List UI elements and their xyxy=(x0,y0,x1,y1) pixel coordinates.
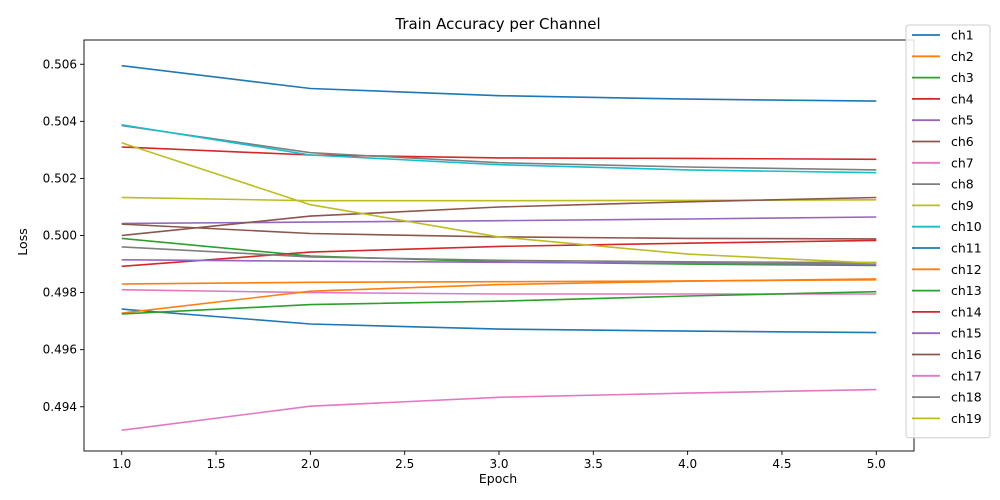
legend-label-ch13: ch13 xyxy=(951,283,982,298)
x-tick-label: 3.0 xyxy=(489,457,508,471)
x-tick-label: 4.5 xyxy=(772,457,791,471)
legend-label-ch11: ch11 xyxy=(951,241,982,256)
series-line-ch1 xyxy=(121,64,877,102)
legend-label-ch2: ch2 xyxy=(951,49,974,64)
y-tick-label: 0.496 xyxy=(43,343,77,357)
x-tick-label: 1.5 xyxy=(206,457,225,471)
series-line-ch4 xyxy=(121,146,877,161)
legend-label-ch12: ch12 xyxy=(951,262,982,277)
legend-label-ch7: ch7 xyxy=(951,155,974,170)
y-tick-label: 0.494 xyxy=(43,400,77,414)
legend-box xyxy=(905,24,991,439)
series-layer xyxy=(121,64,877,431)
y-tick-label: 0.504 xyxy=(43,114,77,128)
series-line-ch8 xyxy=(121,124,877,171)
series-line-ch13 xyxy=(121,290,877,315)
series-line-ch19 xyxy=(121,142,877,264)
chart-title: Train Accuracy per Channel xyxy=(394,15,600,33)
y-tick-label: 0.500 xyxy=(43,229,77,243)
x-tick-label: 1.0 xyxy=(112,457,131,471)
x-tick-label: 2.0 xyxy=(301,457,320,471)
series-line-ch16 xyxy=(121,196,877,237)
x-tick-label: 4.0 xyxy=(678,457,697,471)
series-line-ch14 xyxy=(121,239,877,268)
legend-label-ch1: ch1 xyxy=(951,28,974,43)
y-tick-label: 0.502 xyxy=(43,171,77,185)
legend-label-ch5: ch5 xyxy=(951,113,974,128)
series-line-ch12 xyxy=(121,278,877,314)
axes-layer: 1.0 1.5 2.0 2.5 3.0 3.5 4.0 4.5 5.0 0.494 0.496 0.4… xyxy=(43,39,915,471)
legend: ch1 ch2 ch3 ch4 ch5 ch6 ch7 ch8 ch9 ch10 ch11 ch12 c… xyxy=(905,24,991,439)
series-line-ch15 xyxy=(121,259,877,265)
legend-label-ch10: ch10 xyxy=(951,219,982,234)
legend-label-ch6: ch6 xyxy=(951,134,974,149)
legend-label-ch17: ch17 xyxy=(951,368,982,383)
x-axis-label: Epoch xyxy=(479,471,517,486)
legend-label-ch4: ch4 xyxy=(951,91,974,106)
y-tick-label: 0.506 xyxy=(43,57,77,71)
x-tick-label: 2.5 xyxy=(395,457,414,471)
y-tick-label: 0.498 xyxy=(43,286,77,300)
legend-label-ch3: ch3 xyxy=(951,70,974,85)
y-axis-label: Loss xyxy=(15,228,30,255)
legend-label-ch15: ch15 xyxy=(951,326,982,341)
series-line-ch11 xyxy=(121,308,877,334)
legend-label-ch8: ch8 xyxy=(951,177,974,192)
series-line-ch17 xyxy=(121,388,877,431)
series-line-ch18 xyxy=(121,246,877,264)
legend-label-ch9: ch9 xyxy=(951,198,974,213)
series-line-ch10 xyxy=(121,124,877,174)
legend-label-ch14: ch14 xyxy=(951,304,982,319)
x-tick-label: 3.5 xyxy=(584,457,603,471)
legend-label-ch18: ch18 xyxy=(951,390,982,405)
legend-label-ch16: ch16 xyxy=(951,347,982,362)
x-tick-label: 5.0 xyxy=(867,457,886,471)
legend-label-ch19: ch19 xyxy=(951,411,982,426)
